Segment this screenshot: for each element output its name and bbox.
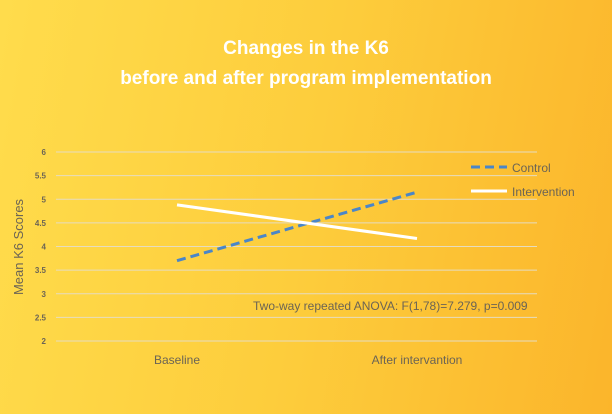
series-line-control <box>176 190 418 263</box>
series-line-intervention <box>176 203 418 240</box>
chart-title-line-1: Changes in the K6 <box>223 38 389 59</box>
y-tick-label: 5 <box>42 195 47 204</box>
y-tick-label: 2 <box>42 337 47 346</box>
annotation-anova: Two-way repeated ANOVA: F(1,78)=7.279, p… <box>253 299 528 313</box>
legend-label-intervention: Intervention <box>512 185 575 199</box>
y-tick-label: 4.5 <box>35 219 47 228</box>
legend-label-control: Control <box>512 161 551 175</box>
y-tick-label: 3.5 <box>35 266 47 275</box>
y-tick-label: 2.5 <box>35 313 47 322</box>
x-tick-label: After intervantion <box>372 353 463 367</box>
y-tick-label: 4 <box>42 243 47 252</box>
x-tick-label: Baseline <box>154 353 200 367</box>
y-axis-label: Mean K6 Scores <box>11 198 26 295</box>
chart-title-line-2: before and after program implementation <box>120 68 492 89</box>
y-tick-label: 5.5 <box>35 172 47 181</box>
y-tick-label: 3 <box>42 290 47 299</box>
y-tick-label: 6 <box>42 148 47 157</box>
